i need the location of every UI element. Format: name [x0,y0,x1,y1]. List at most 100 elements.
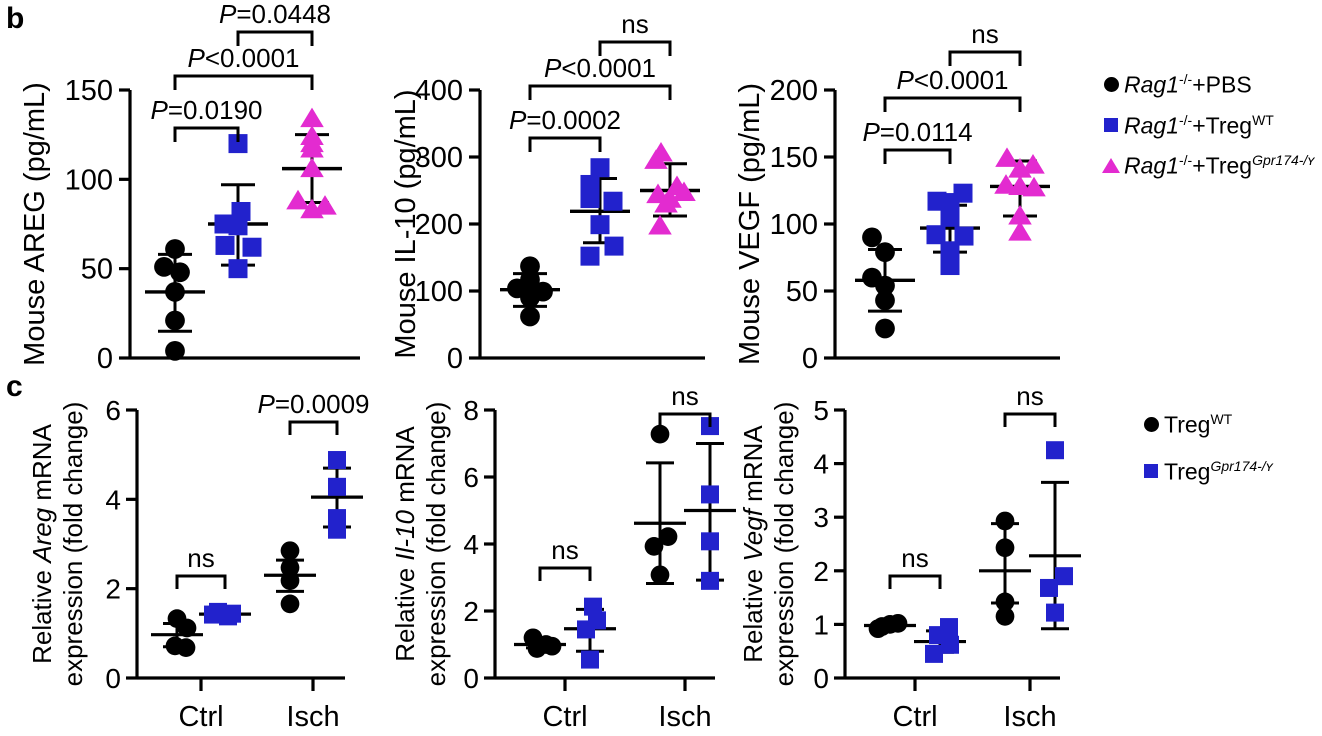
data-point-square [940,256,960,276]
data-point-circle [875,275,895,296]
significance-bracket: P<0.0001 [173,43,314,90]
data-point-circle [280,541,300,561]
legend-item-2[interactable]: Rag1-/-+TregGpr174-/ʏ [1098,153,1315,178]
data-point-square [701,485,719,504]
data-point-circle [542,636,562,656]
legend-item-label: Rag1-/-+PBS [1124,71,1252,98]
annotation-label: P=0.0448 [219,0,331,29]
data-point-square [926,225,946,245]
data-point-triangle [286,189,310,210]
data-point-square [204,605,222,624]
y-tick-label: 4 [105,484,121,515]
series-2 [640,141,700,235]
y-tick-label: 4 [813,449,829,480]
data-point-square [242,237,262,257]
series-1 [208,134,268,279]
chart-mouse-il10: 0 100 200 300 400 Mouse IL-10 (pg/mL) P=0.0002… [390,0,745,400]
y-axis-label: Mouse VEGF (pg/mL) [734,83,766,365]
data-point-triangle [1008,158,1032,178]
legend-item-0[interactable]: Rag1-/-+PBS [1098,72,1315,97]
y-tick-label: 200 [415,209,463,241]
data-point-square [701,571,719,590]
x-tick-label: Ctrl [178,701,223,733]
data-point-circle [280,594,300,614]
plot-area: 0 2 4 6 Relative Areg mRNA expression (fold c… [27,389,370,733]
chart-mouse-vegf: 0 50 100 150 200 Mouse VEGF (pg/mL) P=0.0114 P<… [734,0,1095,400]
y-tick-label: 400 [415,75,463,107]
legend-marker-circle-icon [1098,76,1124,92]
data-point-circle [165,282,185,302]
data-point-circle [995,511,1015,531]
data-point-circle [644,536,664,556]
annotation-label: ns [551,535,578,565]
y-axis-label: Mouse AREG (pg/mL) [19,82,51,366]
y-tick-label: 6 [463,462,479,493]
data-point-square [328,477,346,496]
annotation-label: ns [621,9,648,39]
y-tick-label: 1 [813,609,829,640]
series-0 [864,613,916,639]
data-point-triangle [1022,176,1046,197]
series-2 [264,541,316,614]
data-point-square [940,207,960,227]
annotation-label: P=0.0009 [257,389,369,419]
data-point-triangle [1021,154,1045,174]
y-tick-label: 100 [770,209,818,241]
data-point-square [328,520,346,539]
y-tick-label: 150 [770,142,818,174]
data-point-circle [154,257,174,277]
data-point-square [580,246,600,266]
series-0 [500,256,560,327]
series-1 [920,183,980,276]
data-point-square [581,650,599,669]
significance-bracket: P=0.0448 [219,0,331,46]
series-1 [914,618,966,663]
data-point-circle [165,239,185,259]
data-point-triangle [995,147,1019,167]
panel-letter-c: c [6,370,23,403]
y-axis-label-line1: Relative Il-10 mRNA [390,426,420,662]
annotation-label: P<0.0001 [896,65,1008,95]
data-point-circle [520,306,540,327]
legend-marker-circle-icon [1138,416,1164,432]
data-point-triangle [300,198,324,219]
y-tick-label: 0 [447,343,463,375]
series-0 [514,628,566,658]
chart-mouse-areg: 0 50 100 150 Mouse AREG (pg/mL) P=0.0190 P<0.0… [10,0,400,400]
data-point-square [580,189,600,209]
series-2 [634,424,686,586]
x-tick-label: Isch [286,701,339,733]
x-tick-label: Isch [1003,701,1056,733]
significance-bracket: P=0.0190 [150,95,263,142]
legend-item-1[interactable]: Rag1-/-+TregWT [1098,113,1315,138]
significance-bracket: ns [658,381,712,427]
legend-item-0[interactable]: TregWT [1138,412,1273,437]
data-point-square [941,635,959,654]
panel-letter-b: b [6,2,25,35]
data-point-triangle [1008,204,1032,225]
y-tick-label: 0 [463,663,479,694]
series-0 [151,609,203,657]
y-tick-label: 0 [802,343,818,375]
data-point-square [231,201,251,221]
series-1 [570,158,630,266]
data-point-square [215,235,235,255]
series-2 [282,107,342,219]
annotation-label: P<0.0001 [187,43,299,73]
data-point-circle [520,287,540,308]
data-point-circle [650,565,670,585]
y-tick-label: 6 [105,395,121,426]
y-tick-label: 100 [65,164,113,196]
series-0 [145,239,205,361]
legend-item-1[interactable]: TregGpr174-/ʏ [1138,459,1273,484]
data-point-square [228,259,248,279]
y-tick-label: 0 [813,663,829,694]
y-axis-label-line2: expression (fold change) [769,402,799,687]
y-axis-label-line1: Relative Areg mRNA [27,423,57,664]
series-3 [1029,441,1081,631]
legend-item-label: Rag1-/-+TregWT [1124,111,1274,139]
data-point-circle [650,424,670,444]
chart-relative-areg-mrna: 0 2 4 6 Relative Areg mRNA expression (fold c… [25,378,375,736]
data-point-triangle [994,174,1018,194]
